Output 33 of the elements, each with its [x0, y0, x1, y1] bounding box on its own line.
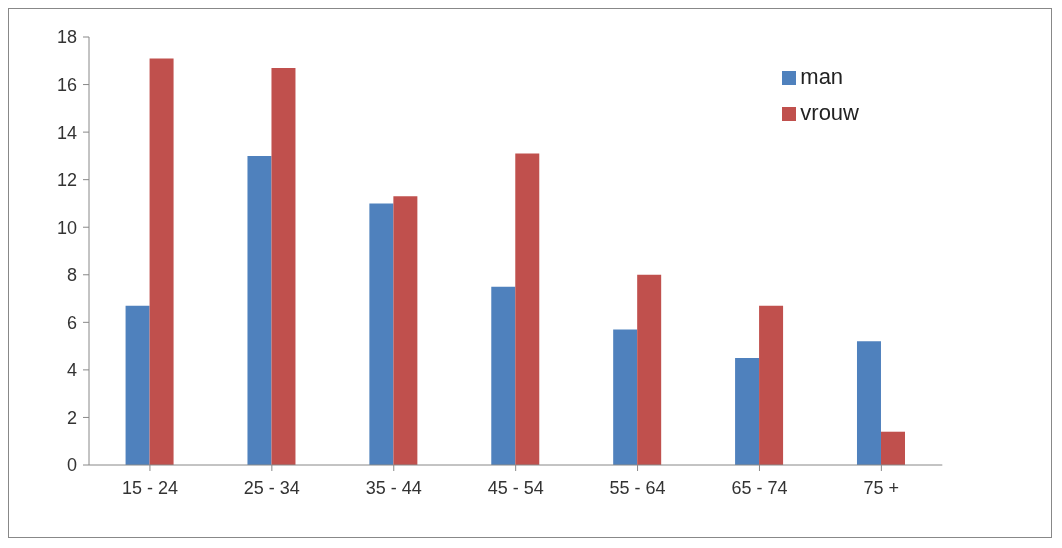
- bar: [125, 305, 150, 465]
- y-tick-label: 4: [66, 360, 77, 381]
- bar: [880, 431, 905, 465]
- bar: [491, 286, 516, 465]
- legend-label: vrouw: [800, 100, 859, 125]
- bar: [247, 155, 272, 465]
- bar: [735, 358, 760, 465]
- x-tick-label: 65 - 74: [731, 477, 788, 498]
- y-tick-label: 8: [66, 265, 77, 286]
- legend-label: man: [800, 64, 844, 89]
- bar: [393, 196, 418, 465]
- bar: [759, 305, 784, 465]
- bar: [637, 274, 662, 465]
- y-tick-label: 18: [56, 27, 77, 48]
- bar: [369, 203, 394, 465]
- bar: [856, 341, 881, 465]
- bar: [271, 67, 296, 465]
- y-tick-label: 2: [66, 407, 77, 428]
- y-tick-label: 6: [66, 312, 77, 333]
- bar: [613, 329, 638, 465]
- y-tick-label: 14: [56, 122, 77, 143]
- x-tick-label: 75 +: [863, 477, 900, 498]
- x-tick-label: 15 - 24: [121, 477, 178, 498]
- y-tick-label: 0: [66, 455, 77, 476]
- x-tick-label: 45 - 54: [487, 477, 544, 498]
- x-tick-label: 35 - 44: [365, 477, 422, 498]
- y-tick-label: 16: [56, 74, 77, 95]
- bar: [149, 58, 174, 465]
- x-tick-label: 55 - 64: [609, 477, 666, 498]
- y-tick-label: 12: [56, 170, 77, 191]
- x-tick-label: 25 - 34: [243, 477, 300, 498]
- bar: [515, 153, 540, 465]
- y-tick-label: 10: [56, 217, 77, 238]
